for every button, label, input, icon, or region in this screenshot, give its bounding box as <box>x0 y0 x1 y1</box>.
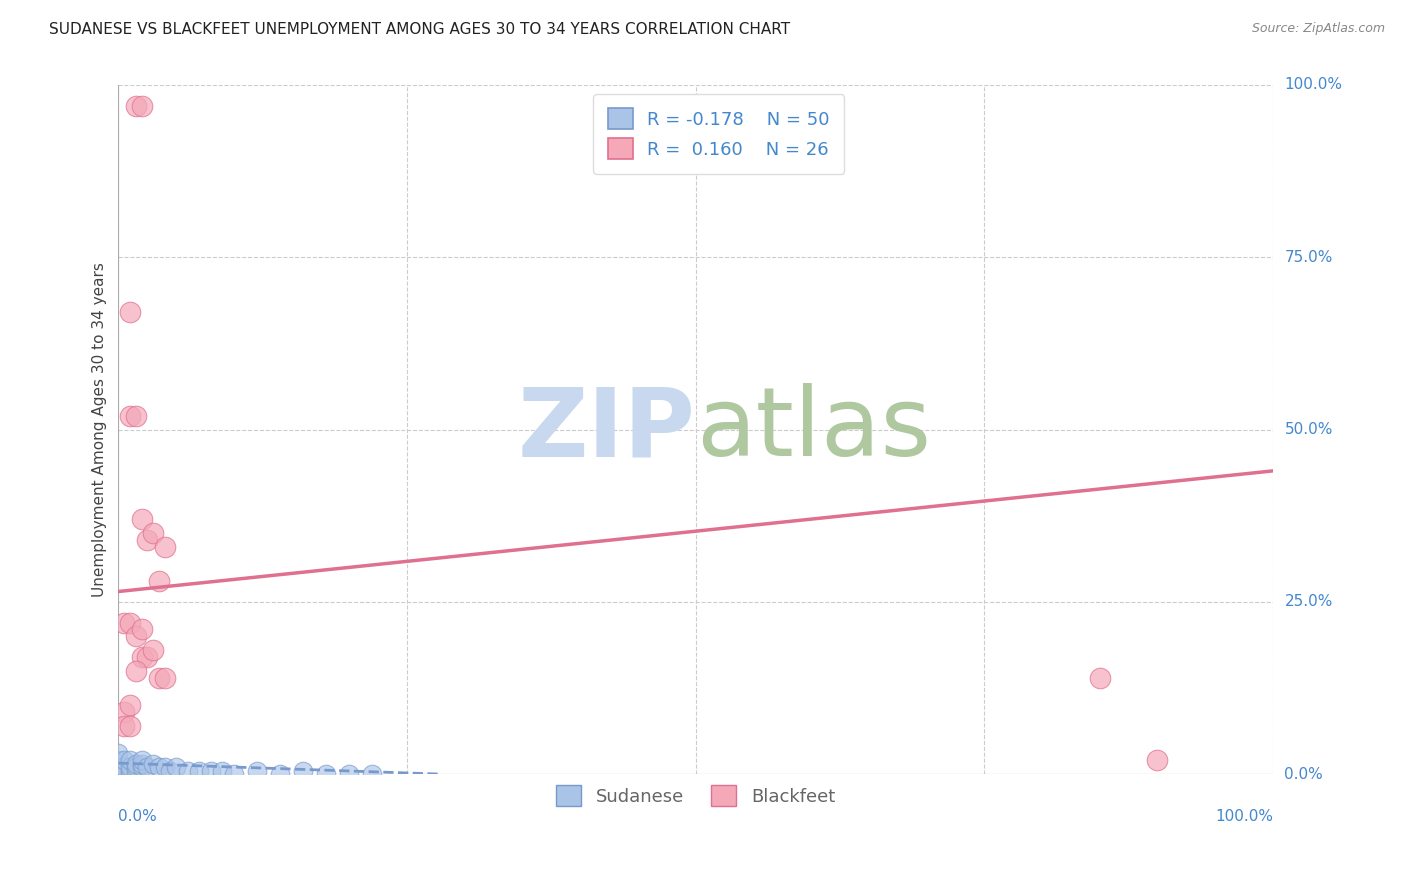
Point <box>107 767 129 781</box>
Point <box>142 525 165 540</box>
Point <box>153 671 176 685</box>
Point <box>107 753 129 767</box>
Point <box>292 764 315 778</box>
Point <box>118 305 141 319</box>
Point <box>118 615 141 630</box>
Point <box>315 767 337 781</box>
Point <box>107 764 129 778</box>
Point <box>1146 753 1168 767</box>
Point <box>125 409 148 423</box>
Point <box>107 756 129 771</box>
Point <box>107 767 129 781</box>
Point <box>107 760 129 774</box>
Point <box>107 767 129 781</box>
Text: 50.0%: 50.0% <box>1285 422 1333 437</box>
Point <box>153 760 176 774</box>
Point <box>118 753 141 767</box>
Point <box>125 756 148 771</box>
Point <box>188 764 211 778</box>
Point <box>131 512 153 526</box>
Point <box>118 764 141 778</box>
Text: 25.0%: 25.0% <box>1285 594 1333 609</box>
Legend: Sudanese, Blackfeet: Sudanese, Blackfeet <box>548 778 842 814</box>
Point <box>112 764 135 778</box>
Point <box>112 719 135 733</box>
Point <box>125 629 148 643</box>
Text: 0.0%: 0.0% <box>1285 766 1323 781</box>
Point <box>107 764 129 778</box>
Point <box>337 767 360 781</box>
Point <box>107 747 129 761</box>
Point <box>125 664 148 678</box>
Text: atlas: atlas <box>696 383 931 476</box>
Point <box>361 767 384 781</box>
Point <box>142 643 165 657</box>
Point <box>118 409 141 423</box>
Point <box>136 760 159 774</box>
Text: ZIP: ZIP <box>517 383 696 476</box>
Point <box>118 719 141 733</box>
Point <box>200 764 222 778</box>
Point <box>1088 671 1111 685</box>
Point <box>159 764 181 778</box>
Point <box>112 767 135 781</box>
Y-axis label: Unemployment Among Ages 30 to 34 years: Unemployment Among Ages 30 to 34 years <box>93 262 107 597</box>
Point <box>131 623 153 637</box>
Point <box>131 756 153 771</box>
Point <box>107 767 129 781</box>
Text: 0.0%: 0.0% <box>118 808 157 823</box>
Point <box>211 764 233 778</box>
Point <box>107 767 129 781</box>
Point <box>148 671 170 685</box>
Point <box>118 698 141 713</box>
Point <box>131 753 153 767</box>
Text: 75.0%: 75.0% <box>1285 250 1333 265</box>
Point <box>125 764 148 778</box>
Point <box>112 753 135 767</box>
Text: Source: ZipAtlas.com: Source: ZipAtlas.com <box>1251 22 1385 36</box>
Point <box>112 760 135 774</box>
Text: 100.0%: 100.0% <box>1215 808 1272 823</box>
Point <box>125 760 148 774</box>
Point <box>107 767 129 781</box>
Point <box>107 767 129 781</box>
Point <box>112 615 135 630</box>
Point <box>107 767 129 781</box>
Point <box>112 705 135 719</box>
Point <box>153 540 176 554</box>
Point <box>107 767 129 781</box>
Point <box>222 767 245 781</box>
Text: 100.0%: 100.0% <box>1285 78 1343 93</box>
Point <box>131 98 153 112</box>
Point <box>131 650 153 665</box>
Point <box>269 767 291 781</box>
Point <box>165 760 187 774</box>
Point <box>177 764 200 778</box>
Point <box>112 767 135 781</box>
Point <box>246 764 269 778</box>
Text: SUDANESE VS BLACKFEET UNEMPLOYMENT AMONG AGES 30 TO 34 YEARS CORRELATION CHART: SUDANESE VS BLACKFEET UNEMPLOYMENT AMONG… <box>49 22 790 37</box>
Point <box>118 767 141 781</box>
Point <box>131 760 153 774</box>
Point <box>107 767 129 781</box>
Point <box>142 756 165 771</box>
Point <box>136 650 159 665</box>
Point <box>107 760 129 774</box>
Point <box>136 533 159 547</box>
Point <box>107 760 129 774</box>
Point <box>148 760 170 774</box>
Point <box>125 98 148 112</box>
Point <box>148 574 170 589</box>
Point <box>118 760 141 774</box>
